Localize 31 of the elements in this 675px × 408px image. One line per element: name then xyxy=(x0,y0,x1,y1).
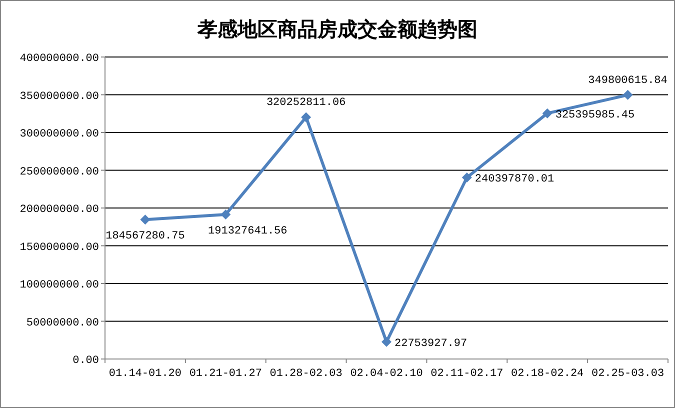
data-label: 320252811.06 xyxy=(266,97,346,110)
point xyxy=(462,172,472,182)
y-tick-label: 150000000.00 xyxy=(20,242,99,254)
y-tick-label: 300000000.00 xyxy=(20,128,99,140)
chart-title: 孝感地区商品房成交金额趋势图 xyxy=(196,17,478,41)
x-tick-label: 02.11-02.17 xyxy=(430,368,504,380)
point xyxy=(542,108,552,118)
point xyxy=(220,210,231,220)
data-label: 191327641.56 xyxy=(208,226,288,238)
x-tick-label: 02.25-03.03 xyxy=(591,368,664,380)
x-tick-label: 01.14-01.20 xyxy=(108,368,182,380)
y-tick-label: 0.00 xyxy=(72,355,99,367)
y-tick-label: 100000000.00 xyxy=(20,280,99,292)
data-label: 325395985.45 xyxy=(555,109,635,122)
point xyxy=(301,112,312,122)
y-tick-label: 50000000.00 xyxy=(26,317,99,330)
y-tick-label: 250000000.00 xyxy=(20,166,99,178)
data-label: 184567280.75 xyxy=(106,230,185,243)
x-tick-label: 02.18-02.24 xyxy=(511,368,584,380)
y-tick-label: 400000000.00 xyxy=(20,53,99,65)
point xyxy=(622,90,633,100)
point xyxy=(140,214,150,225)
y-tick-label: 350000000.00 xyxy=(20,90,99,103)
data-label: 349800615.84 xyxy=(588,74,668,87)
data-label: 240397870.01 xyxy=(474,174,555,186)
x-tick-label: 01.21-01.27 xyxy=(189,368,262,380)
point xyxy=(382,336,392,347)
y-tick-label: 200000000.00 xyxy=(20,204,99,216)
x-tick-label: 01.28-02.03 xyxy=(270,368,342,380)
x-tick-label: 02.04-02.10 xyxy=(350,368,423,380)
data-label: 22753927.97 xyxy=(394,338,468,350)
